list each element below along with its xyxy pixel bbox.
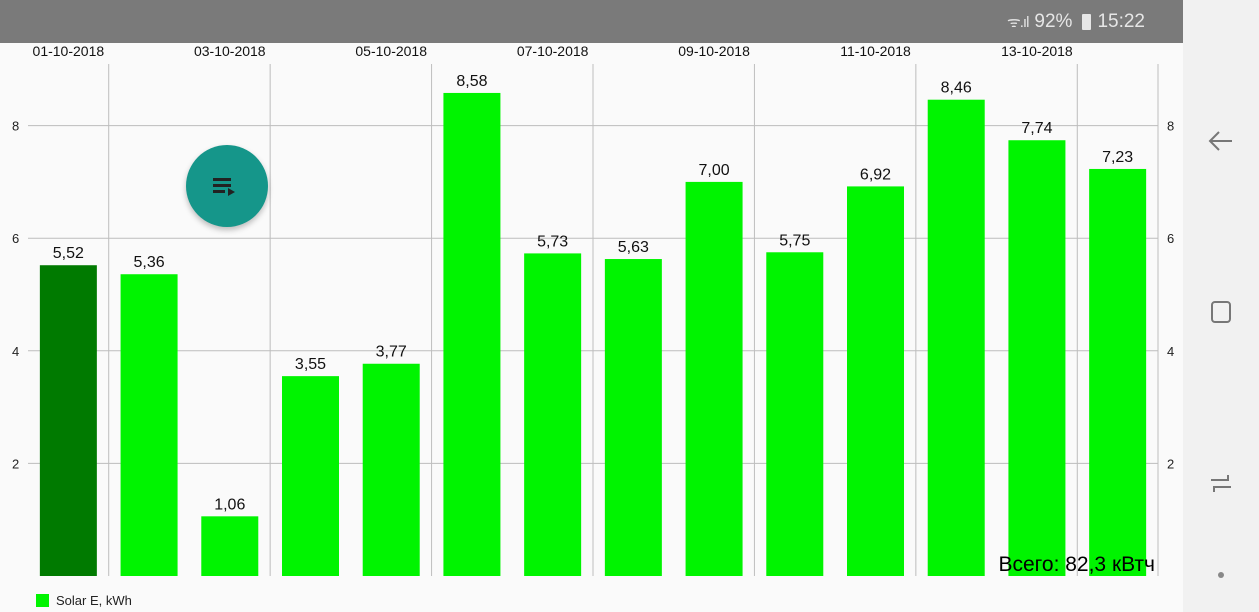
bar [201,516,259,576]
bar-value-label: 3,55 [295,356,326,373]
bar [927,99,985,576]
x-tick-label: 11-10-2018 [840,43,911,59]
bar-value-label: 5,73 [537,233,568,250]
y-tick-label-left: 4 [12,344,19,359]
bar [39,265,97,576]
status-bar: ᯤ.ıl 92% 15:22 [0,0,1183,43]
bar [604,259,662,576]
back-button[interactable] [1201,121,1241,161]
recents-icon [1211,475,1231,492]
chart-legend: Solar E, kWh [36,593,132,608]
legend-swatch [36,594,49,607]
bar-value-label: 3,77 [376,344,407,361]
x-tick-label: 07-10-2018 [517,43,589,59]
playlist-play-icon [213,178,235,196]
bar [362,363,420,576]
bar [685,181,743,576]
x-tick-label: 05-10-2018 [355,43,427,59]
bar-value-label: 7,23 [1102,149,1133,166]
bar-value-label: 5,63 [618,239,649,256]
bar-value-label: 5,52 [53,245,84,262]
bar-value-label: 6,92 [860,166,891,183]
x-tick-label: 01-10-2018 [33,43,105,59]
back-arrow-icon [1208,131,1232,151]
bar-value-label: 5,36 [134,254,165,271]
bar [766,252,824,576]
navigation-bar [1183,0,1259,612]
recents-button[interactable] [1201,463,1241,503]
bar [1008,140,1066,576]
dot-icon [1218,572,1224,578]
bar-value-label: 5,75 [779,232,810,249]
bar-value-label: 7,00 [699,162,730,179]
x-tick-label: 13-10-2018 [1001,43,1073,59]
home-button[interactable] [1201,292,1241,332]
x-tick-label: 09-10-2018 [678,43,750,59]
bar [443,92,501,577]
bar [524,253,582,576]
bar-value-label: 1,06 [214,496,245,513]
battery-icon [1082,14,1092,30]
clock: 15:22 [1097,11,1145,32]
nav-handle-button[interactable] [1201,555,1241,595]
y-tick-label-right: 8 [1167,119,1174,134]
home-square-icon [1211,301,1231,323]
bar [120,274,178,576]
y-tick-label-right: 6 [1167,231,1174,246]
bar-chart: 2 2 4 4 6 6 8 8 01-10-2018 03-10-2018 05-10-2018 07… [12,43,1174,577]
bar-value-label: 8,46 [941,80,972,97]
y-tick-label-left: 2 [12,456,19,471]
y-tick-label-left: 6 [12,231,19,246]
y-tick-label-left: 8 [12,119,19,134]
y-tick-label-right: 2 [1167,456,1174,471]
bar [282,376,339,576]
chart-area: 2 2 4 4 6 6 8 8 01-10-2018 03-10-2018 05-10-2018 07… [0,43,1183,612]
battery-level: 92% [1034,11,1073,32]
menu-fab-button[interactable] [186,145,268,227]
y-tick-label-right: 4 [1167,344,1174,359]
bar [847,186,904,577]
bar-value-label: 7,74 [1021,120,1052,137]
total-energy-label: Всего: 82,3 кВтч [998,553,1156,576]
legend-label: Solar E, kWh [56,593,132,608]
bar [1089,168,1147,576]
x-tick-label: 03-10-2018 [194,43,266,59]
signal-icon: ᯤ.ıl [1007,14,1029,31]
bar-value-label: 8,58 [456,73,487,90]
